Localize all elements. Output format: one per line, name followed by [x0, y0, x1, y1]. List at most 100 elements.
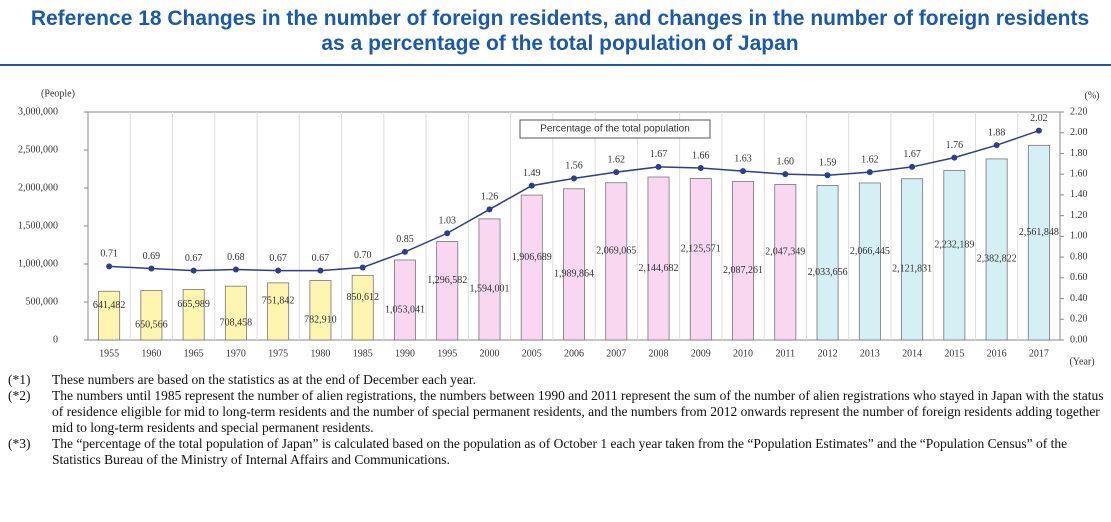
- bar-value-label: 1,053,041: [385, 304, 425, 315]
- note-text: The numbers until 1985 represent the num…: [52, 388, 1104, 435]
- bar: [943, 169, 966, 341]
- bar: [436, 241, 459, 341]
- line-point: [613, 169, 620, 176]
- bar: [267, 282, 290, 341]
- bar-value-label: 1,296,582: [427, 275, 467, 286]
- bar: [732, 180, 755, 341]
- bar: [985, 158, 1008, 341]
- line-value-label: 1.62: [608, 154, 626, 165]
- line-value-label: 0.85: [396, 234, 414, 245]
- bar: [224, 285, 247, 341]
- legend-label: Percentage of the total population: [540, 124, 690, 135]
- y-tick-label: 1,500,000: [18, 220, 58, 231]
- line-value-label: 1.62: [861, 154, 879, 165]
- note: (*3) The “percentage of the total populat…: [8, 436, 1111, 468]
- line-point: [697, 164, 704, 171]
- bar-value-label: 2,382,822: [977, 254, 1017, 265]
- line-value-label: 0.68: [227, 252, 245, 263]
- line-point: [401, 248, 408, 255]
- x-tick-label: 1990: [395, 348, 415, 359]
- bar-value-label: 2,232,189: [934, 239, 974, 250]
- bar-value-label: 2,047,349: [765, 246, 805, 257]
- bar-value-label: 1,906,689: [512, 252, 552, 263]
- note: (*1) These numbers are based on the stati…: [8, 372, 1111, 388]
- line-value-label: 1.66: [692, 150, 710, 161]
- y2-tick-label: 0.00: [1070, 334, 1088, 345]
- line-value-label: 0.67: [312, 253, 330, 264]
- line-value-label: 1.60: [777, 156, 795, 167]
- line-value-label: 0.67: [185, 253, 203, 264]
- y2-axis-label: (%): [1085, 90, 1100, 101]
- x-tick-label: 2011: [775, 348, 795, 359]
- bar: [182, 288, 205, 341]
- y2-tick-label: 0.80: [1070, 251, 1088, 262]
- x-tick-label: 2009: [691, 348, 711, 359]
- title-rule: [0, 64, 1111, 66]
- line-point: [528, 182, 535, 189]
- bar-value-label: 2,561,848: [1019, 227, 1059, 238]
- x-tick-label: 2015: [944, 348, 964, 359]
- bar-value-label: 2,066,445: [850, 246, 890, 257]
- bar: [478, 218, 501, 341]
- x-tick-label: 1970: [226, 348, 246, 359]
- y-tick-label: 0: [53, 334, 58, 345]
- bar: [309, 280, 332, 341]
- x-tick-label: 2013: [860, 348, 880, 359]
- x-tick-label: 2008: [649, 348, 669, 359]
- line-point: [275, 267, 282, 274]
- x-axis-label: (Year): [1069, 356, 1094, 367]
- bar-value-label: 650,566: [135, 320, 168, 331]
- line-point: [993, 142, 1000, 149]
- x-tick-label: 1975: [268, 348, 288, 359]
- bar-value-label: 2,125,571: [681, 244, 721, 255]
- line-point: [824, 172, 831, 179]
- bar-value-label: 2,069,065: [596, 246, 636, 257]
- y2-tick-label: 1.60: [1070, 168, 1088, 179]
- line-value-label: 1.67: [903, 149, 921, 160]
- bar: [520, 194, 543, 341]
- y2-tick-label: 2.20: [1070, 106, 1088, 117]
- x-tick-label: 2017: [1029, 348, 1049, 359]
- bar: [858, 182, 881, 341]
- line-value-label: 0.71: [100, 249, 118, 260]
- bar-value-label: 1,989,864: [554, 269, 594, 280]
- bar: [689, 178, 712, 341]
- bar-value-label: 751,842: [262, 296, 295, 307]
- legend-box: [519, 119, 711, 139]
- notes: (*1) These numbers are based on the stati…: [8, 372, 1111, 522]
- line-point: [655, 163, 662, 170]
- line-value-label: 1.26: [481, 192, 499, 203]
- bar: [774, 184, 797, 341]
- bar-value-label: 641,482: [93, 300, 126, 311]
- x-tick-label: 2006: [564, 348, 584, 359]
- y2-tick-label: 0.60: [1070, 272, 1088, 283]
- bar-value-label: 1,594,001: [469, 284, 509, 295]
- line-point: [317, 267, 324, 274]
- x-tick-label: 1960: [141, 348, 161, 359]
- line-point: [951, 154, 958, 161]
- bar-value-label: 2,121,831: [892, 264, 932, 275]
- bar-value-label: 665,989: [177, 299, 210, 310]
- line-point: [106, 263, 113, 270]
- y-axis-label: (People): [41, 88, 75, 99]
- bar: [816, 185, 839, 341]
- line-value-label: 0.67: [269, 253, 287, 264]
- y-tick-label: 500,000: [26, 296, 59, 307]
- x-tick-label: 2012: [818, 348, 838, 359]
- line-point: [486, 206, 493, 213]
- y2-tick-label: 2.00: [1070, 127, 1088, 138]
- x-tick-label: 1985: [353, 348, 373, 359]
- note-marker: (*3): [8, 436, 31, 451]
- line-point: [571, 175, 577, 182]
- x-tick-label: 2016: [987, 348, 1007, 359]
- bar-value-label: 782,910: [304, 315, 337, 326]
- x-tick-label: 2000: [479, 348, 499, 359]
- line-value-label: 1.63: [734, 153, 752, 164]
- line-value-label: 1.49: [523, 168, 541, 179]
- line-point: [359, 264, 366, 271]
- line-value-label: 2.02: [1030, 113, 1048, 124]
- bar: [901, 178, 924, 341]
- line-point: [1035, 127, 1042, 134]
- x-tick-label: 2007: [606, 348, 626, 359]
